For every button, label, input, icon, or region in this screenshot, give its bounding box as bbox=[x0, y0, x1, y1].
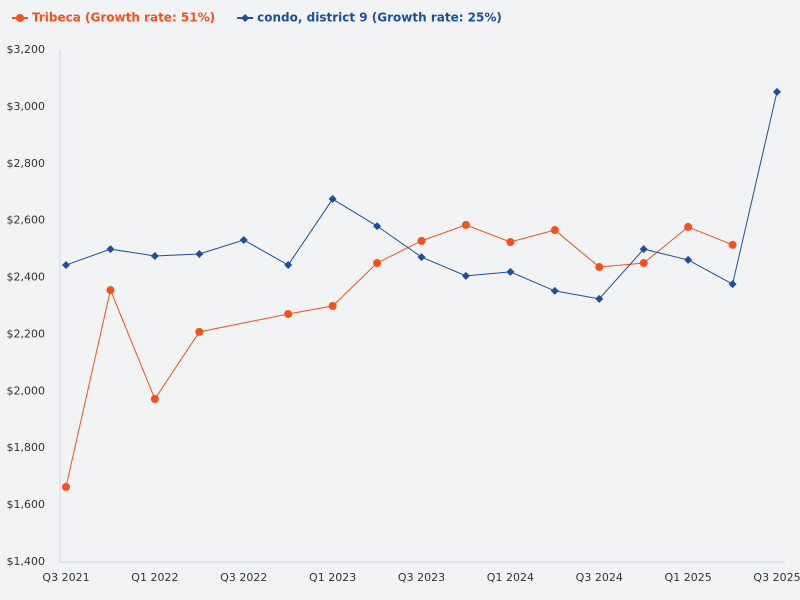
point bbox=[195, 249, 204, 258]
x-tick-label: Q3 2023 bbox=[398, 571, 445, 584]
x-tick-label: Q3 2025 bbox=[753, 571, 800, 584]
point bbox=[550, 226, 559, 235]
point bbox=[461, 220, 470, 229]
y-tick-label: $2,400 bbox=[7, 271, 46, 284]
point bbox=[150, 251, 159, 260]
point bbox=[62, 482, 70, 491]
point bbox=[506, 267, 515, 276]
point bbox=[595, 263, 604, 272]
point bbox=[106, 245, 115, 254]
y-tick-label: $2,200 bbox=[7, 327, 46, 340]
point bbox=[595, 294, 604, 303]
series-line bbox=[65, 224, 733, 488]
y-tick-label: $2,800 bbox=[7, 157, 46, 170]
point bbox=[284, 309, 293, 318]
point bbox=[150, 395, 159, 404]
point bbox=[639, 259, 648, 268]
point bbox=[684, 255, 693, 264]
y-tick-label: $2,000 bbox=[7, 384, 46, 397]
point bbox=[239, 236, 248, 245]
x-tick-label: Q3 2022 bbox=[220, 571, 267, 584]
x-tick-label: Q1 2025 bbox=[665, 571, 712, 584]
point bbox=[773, 87, 781, 96]
legend-marker bbox=[16, 14, 24, 22]
y-tick-label: $3,200 bbox=[7, 43, 46, 56]
point bbox=[328, 302, 337, 310]
point bbox=[284, 261, 293, 270]
point bbox=[728, 240, 737, 249]
y-tick-label: $1,800 bbox=[7, 441, 46, 454]
point bbox=[195, 327, 204, 336]
series-line bbox=[65, 91, 778, 300]
point bbox=[373, 259, 382, 268]
point bbox=[106, 286, 115, 295]
legend-label: Tribeca (Growth rate: 51%) bbox=[32, 11, 215, 25]
x-tick-label: Q1 2022 bbox=[131, 571, 178, 584]
y-tick-label: $1,600 bbox=[7, 498, 46, 511]
point bbox=[550, 286, 559, 295]
y-tick-label: $2,600 bbox=[7, 214, 46, 227]
point bbox=[684, 222, 693, 231]
y-tick-label: $1,400 bbox=[7, 555, 46, 568]
point bbox=[728, 280, 737, 289]
y-tick-label: $3,000 bbox=[7, 100, 46, 113]
point bbox=[328, 195, 337, 204]
x-tick-label: Q3 2021 bbox=[42, 571, 89, 584]
x-tick-label: Q3 2024 bbox=[576, 571, 623, 584]
legend-marker bbox=[241, 14, 250, 22]
point bbox=[417, 253, 426, 262]
point bbox=[62, 261, 70, 270]
x-tick-label: Q1 2024 bbox=[487, 571, 534, 584]
point bbox=[639, 245, 648, 254]
x-tick-label: Q1 2023 bbox=[309, 571, 356, 584]
point bbox=[417, 236, 426, 245]
point bbox=[461, 271, 470, 280]
point bbox=[373, 222, 382, 231]
point bbox=[506, 238, 515, 246]
legend-label: condo, district 9 (Growth rate: 25%) bbox=[257, 11, 502, 25]
